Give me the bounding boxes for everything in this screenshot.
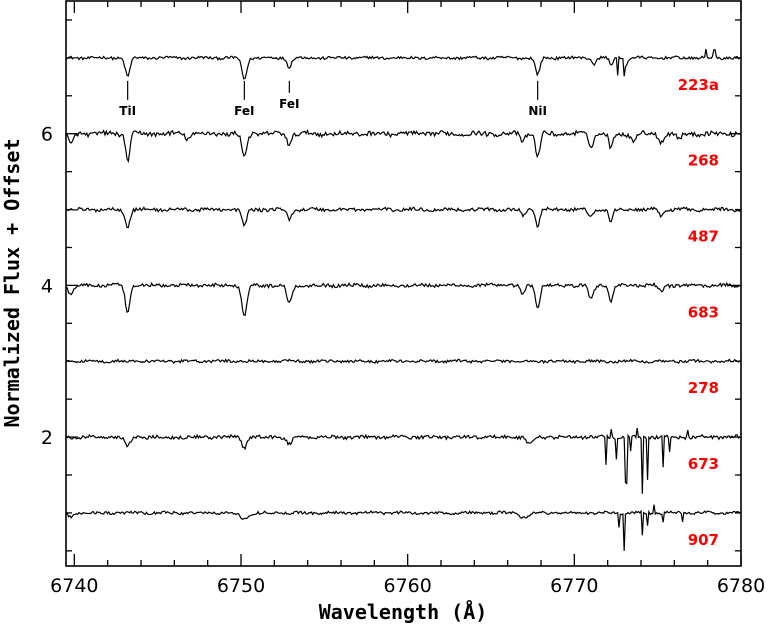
y-tick-label: 6 — [41, 124, 53, 146]
spectrum-line-907 — [65, 504, 742, 551]
line-mark-label: FeI — [279, 97, 299, 111]
spectrum-line-487 — [65, 206, 742, 229]
x-tick-label: 6770 — [550, 575, 598, 597]
spectrum-label-487: 487 — [688, 228, 719, 246]
line-mark-label: FeI — [234, 104, 254, 118]
line-mark-label: TiI — [119, 104, 136, 118]
axis-ticks — [66, 1, 742, 566]
y-tick-label: 4 — [41, 275, 53, 297]
spectrum-label-268: 268 — [688, 152, 719, 170]
spectrum-label-673: 673 — [688, 455, 719, 473]
spectrum-labels: 223a 268 487 683 278 673 907 — [678, 76, 719, 549]
plot-frame — [65, 0, 742, 567]
spectrum-line-223a — [65, 48, 742, 80]
axis-tick-labels: 6740 6750 6760 6770 6780 2 4 6 — [41, 124, 765, 597]
spectrum-label-907: 907 — [688, 531, 719, 549]
line-identifications: TiI FeI FeI NiI — [119, 80, 547, 118]
x-tick-label: 6780 — [717, 575, 765, 597]
line-mark-label: NiI — [528, 104, 547, 118]
y-tick-label: 2 — [41, 427, 53, 449]
x-axis-title: Wavelength (Å) — [319, 600, 488, 624]
y-axis-title: Normalized Flux + Offset — [0, 139, 24, 428]
spectrum-line-683 — [65, 281, 742, 317]
spectrum-label-223a: 223a — [678, 76, 719, 94]
spectrum-label-683: 683 — [688, 303, 719, 321]
x-tick-label: 6750 — [217, 575, 265, 597]
spectrum-line-673 — [65, 427, 742, 494]
spectrum-label-278: 278 — [688, 379, 719, 397]
spectrum-line-268 — [65, 128, 742, 164]
x-tick-label: 6760 — [383, 575, 431, 597]
x-tick-label: 6740 — [50, 575, 98, 597]
spectra-lines — [65, 48, 742, 551]
spectrum-line-278 — [65, 358, 742, 365]
